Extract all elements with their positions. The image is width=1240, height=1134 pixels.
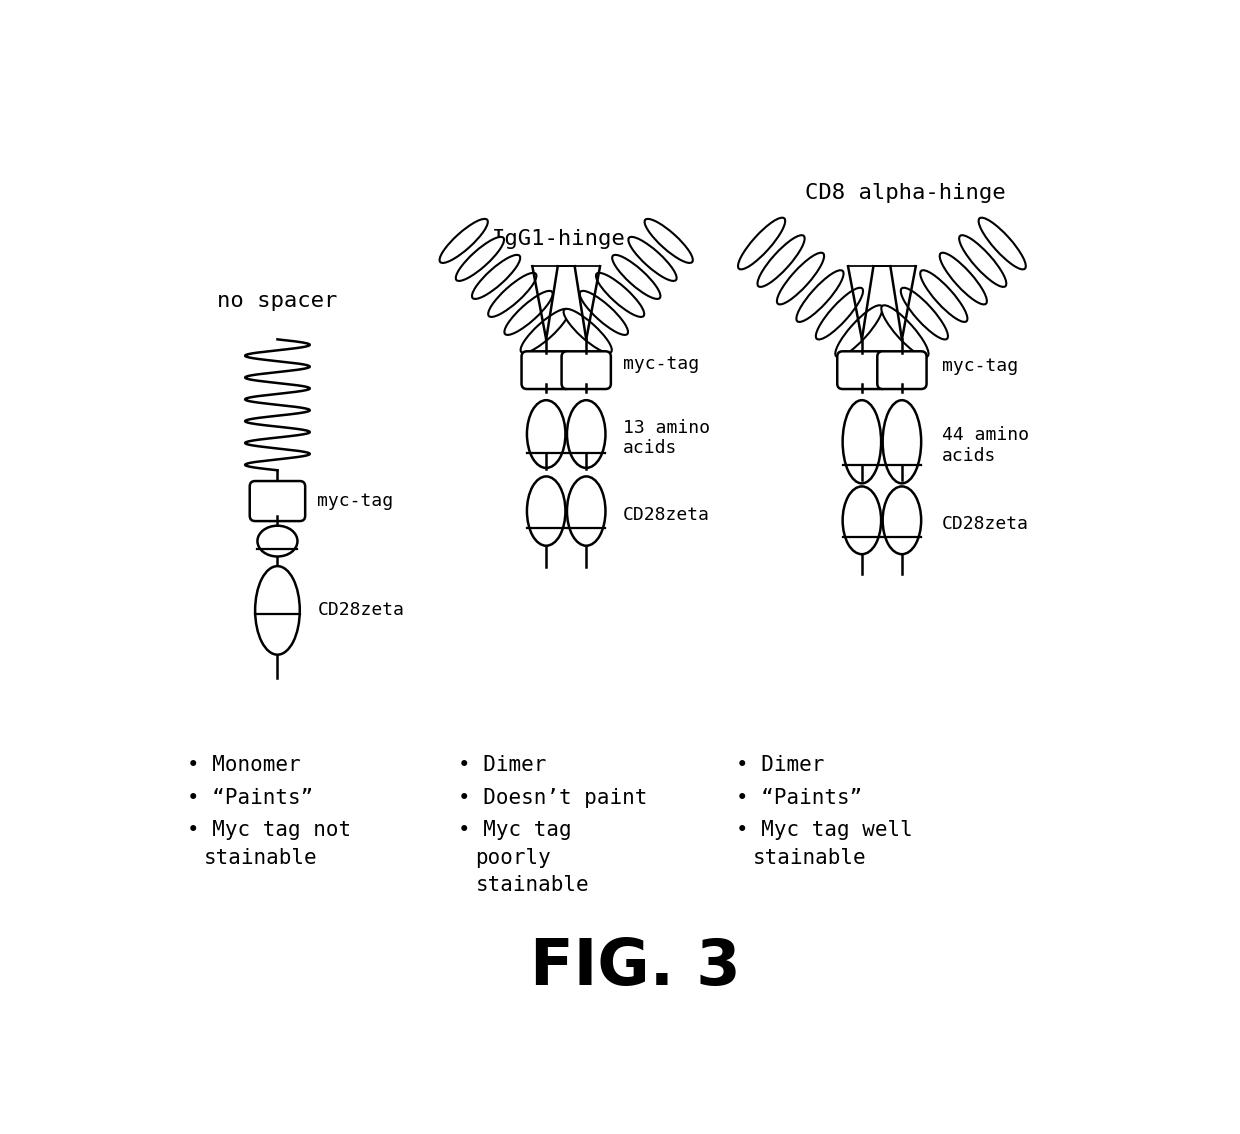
Text: myc-tag: myc-tag xyxy=(624,355,699,373)
Text: 13 amino
acids: 13 amino acids xyxy=(624,418,711,457)
Text: no spacer: no spacer xyxy=(217,290,337,311)
Ellipse shape xyxy=(505,290,553,335)
Text: • Monomer: • Monomer xyxy=(187,755,301,776)
Ellipse shape xyxy=(882,305,929,357)
FancyBboxPatch shape xyxy=(837,352,887,389)
Ellipse shape xyxy=(978,218,1025,270)
Text: • Dimer: • Dimer xyxy=(459,755,547,776)
Text: myc-tag: myc-tag xyxy=(942,357,1018,375)
Ellipse shape xyxy=(738,218,785,270)
Ellipse shape xyxy=(920,270,967,322)
Text: • Dimer: • Dimer xyxy=(735,755,823,776)
Ellipse shape xyxy=(836,305,883,357)
Ellipse shape xyxy=(777,253,825,304)
Ellipse shape xyxy=(596,273,645,316)
Ellipse shape xyxy=(567,476,605,545)
Text: stainable: stainable xyxy=(475,875,589,895)
Text: CD28zeta: CD28zeta xyxy=(624,506,711,524)
Text: • “Paints”: • “Paints” xyxy=(187,787,314,807)
Ellipse shape xyxy=(843,486,882,555)
Text: • Myc tag not: • Myc tag not xyxy=(187,820,351,840)
Ellipse shape xyxy=(439,219,487,263)
Ellipse shape xyxy=(258,526,298,557)
Ellipse shape xyxy=(629,237,677,281)
Text: IgG1-hinge: IgG1-hinge xyxy=(491,229,625,249)
Text: myc-tag: myc-tag xyxy=(317,492,393,510)
Ellipse shape xyxy=(527,400,565,468)
Ellipse shape xyxy=(816,288,863,339)
FancyBboxPatch shape xyxy=(522,352,570,389)
FancyBboxPatch shape xyxy=(562,352,611,389)
Text: CD28zeta: CD28zeta xyxy=(942,515,1029,533)
FancyBboxPatch shape xyxy=(877,352,926,389)
Ellipse shape xyxy=(940,253,987,304)
Ellipse shape xyxy=(900,288,947,339)
Ellipse shape xyxy=(472,255,521,299)
Ellipse shape xyxy=(489,273,537,316)
Ellipse shape xyxy=(645,219,693,263)
Text: • Myc tag well: • Myc tag well xyxy=(735,820,913,840)
Text: • “Paints”: • “Paints” xyxy=(735,787,862,807)
Ellipse shape xyxy=(613,255,661,299)
Text: 44 amino
acids: 44 amino acids xyxy=(942,426,1029,465)
Ellipse shape xyxy=(883,400,921,483)
Ellipse shape xyxy=(796,270,843,322)
Ellipse shape xyxy=(527,476,565,545)
Text: • Myc tag: • Myc tag xyxy=(459,820,572,840)
Text: CD28zeta: CD28zeta xyxy=(317,601,404,619)
Ellipse shape xyxy=(563,308,611,353)
Text: poorly: poorly xyxy=(475,847,551,868)
FancyBboxPatch shape xyxy=(249,481,305,522)
Ellipse shape xyxy=(580,290,627,335)
Text: stainable: stainable xyxy=(753,847,867,868)
Text: • Doesn’t paint: • Doesn’t paint xyxy=(459,787,647,807)
Ellipse shape xyxy=(959,235,1007,287)
Ellipse shape xyxy=(567,400,605,468)
Ellipse shape xyxy=(456,237,503,281)
Ellipse shape xyxy=(255,566,300,654)
Ellipse shape xyxy=(521,308,569,353)
Text: FIG. 3: FIG. 3 xyxy=(531,936,740,998)
Ellipse shape xyxy=(758,235,805,287)
Text: CD8 alpha-hinge: CD8 alpha-hinge xyxy=(805,183,1006,203)
Text: stainable: stainable xyxy=(205,847,317,868)
Ellipse shape xyxy=(843,400,882,483)
Ellipse shape xyxy=(883,486,921,555)
